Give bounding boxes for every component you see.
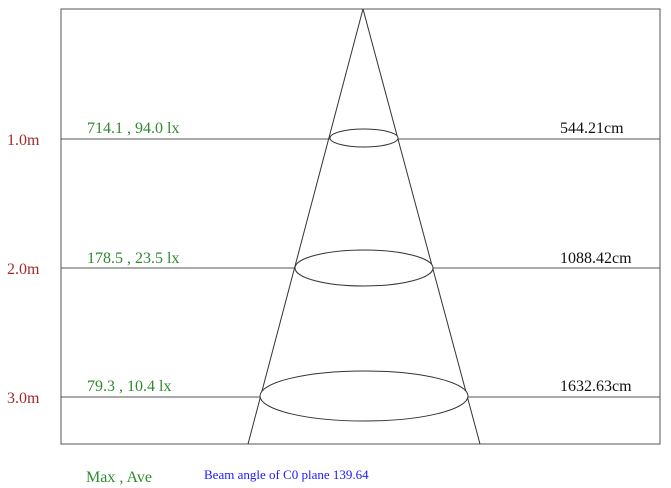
diameter-label-2: 1088.42cm xyxy=(560,250,632,267)
cone-edge-right xyxy=(362,8,481,445)
legend-max-ave: Max , Ave xyxy=(86,469,152,486)
diameter-label-1: 544.21cm xyxy=(560,120,624,137)
cone-edge-left xyxy=(247,8,364,445)
beam-ellipse-1 xyxy=(329,128,399,148)
beam-angle-note: Beam angle of C0 plane 139.64 xyxy=(204,467,369,482)
distance-label-2: 2.0m xyxy=(7,261,40,278)
illuminance-label-3: 79.3 , 10.4 lx xyxy=(87,378,171,395)
distance-label-3: 3.0m xyxy=(7,390,40,407)
beam-ellipse-2 xyxy=(294,249,434,287)
illuminance-label-2: 178.5 , 23.5 lx xyxy=(87,250,179,267)
distance-label-1: 1.0m xyxy=(7,132,40,149)
diameter-label-3: 1632.63cm xyxy=(560,378,632,395)
beam-ellipse-3 xyxy=(259,370,469,422)
illuminance-label-1: 714.1 , 94.0 lx xyxy=(87,120,179,137)
diagram-frame xyxy=(60,8,661,445)
